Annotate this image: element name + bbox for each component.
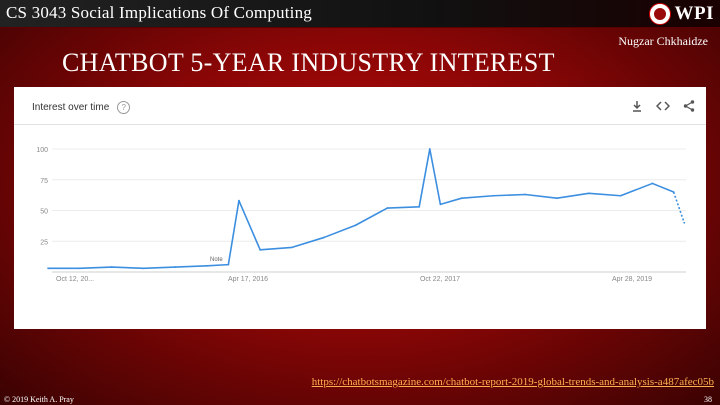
data-point [418, 205, 421, 208]
series-line-partial [672, 191, 685, 224]
data-point [428, 148, 431, 150]
slide-title: CHATBOT 5-YEAR INDUSTRY INTEREST [62, 48, 555, 77]
y-tick-label: 75 [40, 178, 48, 185]
data-point [587, 192, 590, 195]
x-tick-label: Apr 28, 2019 [612, 276, 652, 283]
series-line [48, 148, 674, 270]
download-icon[interactable] [630, 99, 644, 113]
data-point [492, 194, 495, 197]
top-bar: CS 3043 Social Implications Of Computing… [0, 0, 720, 28]
data-point [238, 199, 240, 202]
data-point [651, 182, 654, 185]
data-point [683, 221, 686, 224]
data-point [386, 207, 389, 209]
share-icon[interactable] [682, 99, 696, 113]
data-point [619, 194, 622, 197]
data-point [291, 246, 293, 249]
interest-line-chart: 25 50 75 100 Oct 12, 20... Apr 17, 2016 Oct 22… [36, 147, 686, 283]
page-number: 38 [704, 395, 712, 404]
y-tick-label: 100 [36, 147, 48, 154]
data-point [47, 267, 50, 270]
chart-annotation: Note [210, 257, 223, 263]
panel-divider [14, 124, 706, 125]
source-link[interactable]: https://chatbotsmagazine.com/chatbot-rep… [311, 376, 714, 388]
data-point [227, 263, 230, 266]
course-title: CS 3043 Social Implications Of Computing [6, 3, 312, 22]
data-point [174, 266, 177, 268]
panel-heading: Interest over time [32, 102, 110, 113]
logo-text: WPI [674, 2, 714, 24]
data-point [79, 267, 81, 270]
x-tick-label: Oct 22, 2017 [420, 276, 460, 283]
data-point [142, 267, 145, 270]
data-point [439, 203, 442, 206]
data-point [524, 193, 527, 196]
author-name: Nugzar Chkhaidze [618, 34, 708, 48]
data-point [259, 248, 262, 251]
data-point [354, 224, 357, 227]
data-point [460, 197, 463, 200]
data-point [556, 197, 558, 200]
wpi-seal-icon [648, 2, 671, 25]
x-tick-label: Apr 17, 2016 [228, 276, 268, 283]
y-tick-label: 50 [40, 209, 48, 216]
panel-header: Interest over time ? [32, 101, 131, 114]
y-tick-label: 25 [40, 239, 48, 246]
question-circle-icon[interactable]: ? [117, 101, 131, 114]
panel-toolbar [630, 99, 696, 113]
embed-code-icon[interactable] [656, 99, 670, 113]
trends-panel: Interest over time ? 25 50 75 100 Oct 12, 20… [14, 87, 706, 329]
copyright-text: © 2019 Keith A. Pray [4, 395, 74, 404]
data-point [672, 191, 675, 193]
x-tick-label: Oct 12, 20... [56, 276, 94, 283]
wpi-logo: WPI [648, 2, 715, 25]
data-point [322, 236, 325, 239]
data-point [206, 264, 209, 267]
data-point [110, 266, 113, 268]
